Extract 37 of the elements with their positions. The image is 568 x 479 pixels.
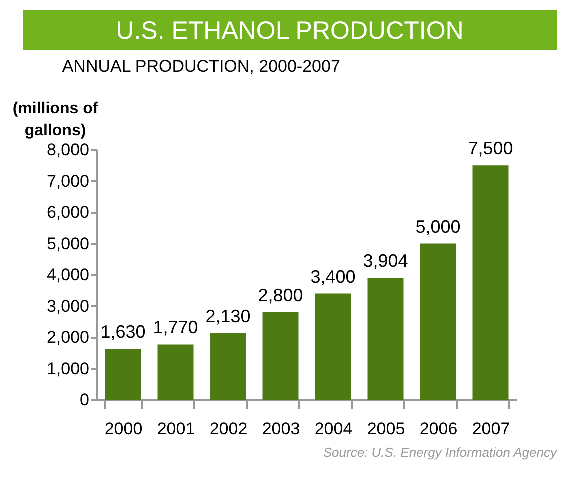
x-tick-label: 2001	[157, 420, 196, 438]
x-tick-label: 2004	[314, 420, 353, 438]
data-label: 1,630	[100, 322, 146, 342]
y-tick-label: 2,000	[46, 328, 90, 347]
data-label: 1,770	[153, 318, 198, 338]
x-tick-label: 2003	[262, 420, 300, 438]
data-label: 2,130	[206, 306, 251, 326]
bar	[368, 278, 404, 400]
bar	[262, 312, 299, 400]
chart-title: U.S. ETHANOL PRODUCTION	[116, 17, 464, 45]
y-tick-label: 1,000	[46, 359, 90, 378]
y-tick-label: 6,000	[46, 203, 90, 222]
y-tick-label: 3,000	[46, 296, 90, 316]
x-tick-label: 2005	[367, 420, 406, 438]
x-tick-label: 2000	[104, 420, 143, 438]
y-axis-title: (millions of gallons)	[12, 100, 99, 140]
chart-subtitle: ANNUAL PRODUCTION, 2000-2007	[62, 57, 340, 76]
y-tick-label: 5,000	[46, 234, 90, 254]
x-tick-label: 2006	[420, 420, 458, 438]
y-tick-label: 7,000	[46, 172, 90, 191]
bar	[105, 349, 142, 400]
y-tick-label: 0	[80, 390, 90, 410]
data-label: 3,400	[310, 266, 356, 287]
y-tick-label: 4,000	[46, 266, 90, 284]
y-tick-label: 8,000	[46, 140, 90, 160]
x-tick-label: 2007	[472, 420, 510, 438]
bar	[420, 244, 456, 400]
data-label: 7,500	[468, 138, 514, 159]
data-label: 2,800	[258, 286, 304, 306]
source-note: Source: U.S. Energy Information Agency	[323, 445, 558, 460]
bar	[210, 333, 246, 400]
bar	[472, 166, 509, 400]
bar	[158, 344, 194, 400]
data-label: 5,000	[416, 216, 461, 237]
data-label: 3,904	[363, 251, 408, 271]
bar	[315, 294, 352, 400]
x-tick-label: 2002	[210, 420, 248, 438]
